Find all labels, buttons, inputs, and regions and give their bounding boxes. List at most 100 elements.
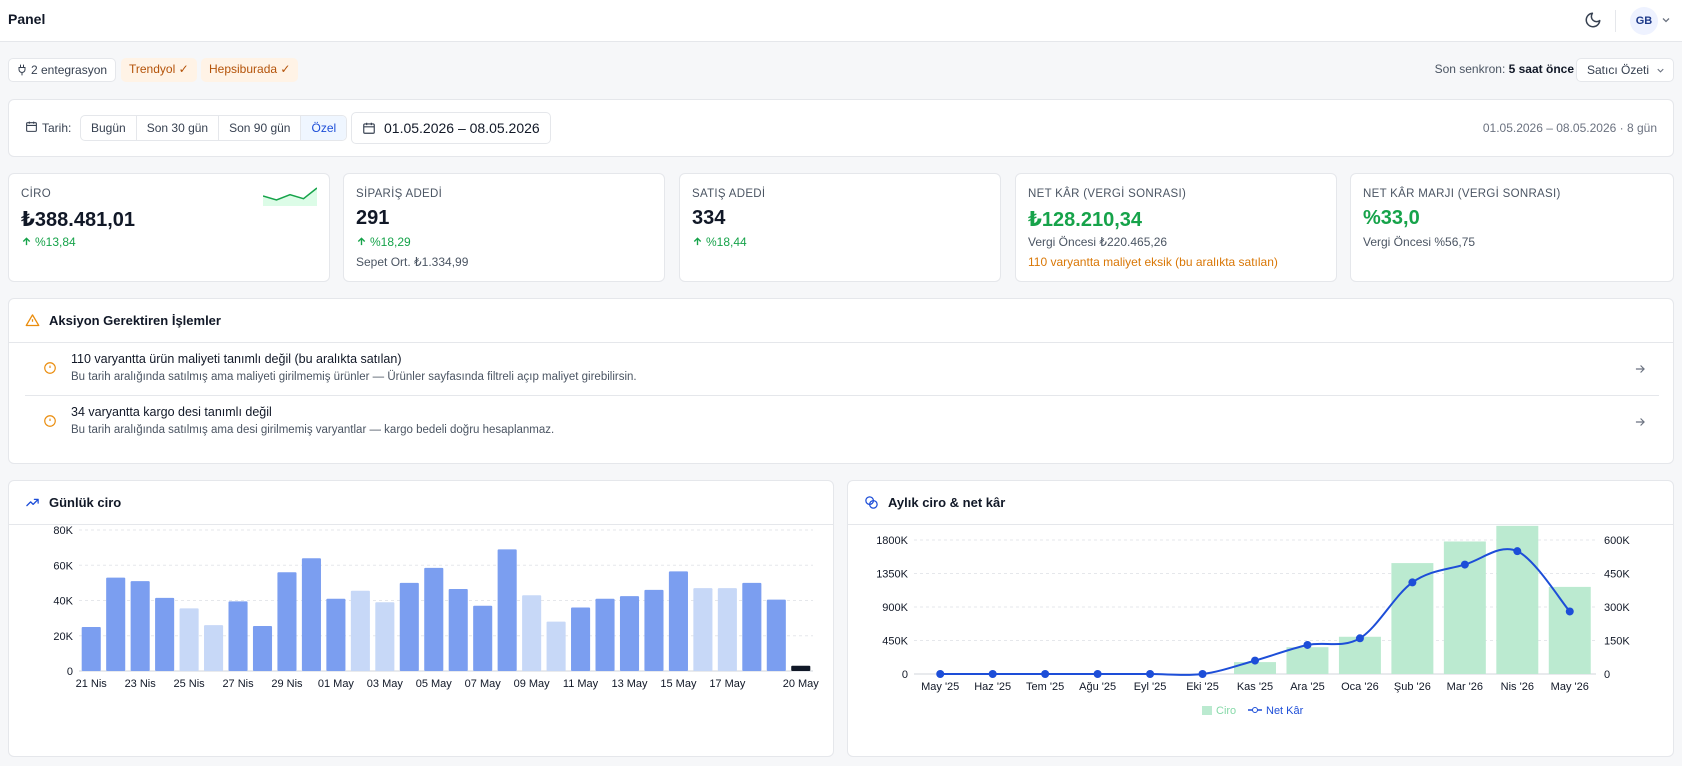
legend-ciro-label: Ciro	[1216, 705, 1236, 717]
monthly-revenue-title: Aylık ciro & net kâr	[888, 495, 1006, 510]
kpi-sub: Vergi Öncesi ₺220.465,26	[1028, 235, 1168, 249]
bar-20-May	[791, 665, 811, 671]
y-tick-label: 60K	[53, 560, 73, 572]
x-tick-label: Nis '26	[1501, 681, 1534, 693]
y-right-tick-label: 300K	[1604, 602, 1630, 614]
bar-22-Nis	[106, 577, 126, 671]
bar-09-May	[522, 595, 542, 671]
x-tick-label: Eki '25	[1186, 681, 1219, 693]
date-range-value: 01.05.2026 – 08.05.2026	[384, 120, 540, 136]
daily-revenue-card: Günlük ciro 0 20K 40K 60K 80K 21 Nis 23 Nis 25 …	[8, 480, 834, 757]
x-tick-label: 11 May	[563, 678, 599, 690]
bar-26-Nis	[204, 625, 224, 671]
net-kar-point-6	[1251, 656, 1259, 665]
y-right-tick-label: 0	[1604, 669, 1610, 681]
summary-select[interactable]: Satıcı Özeti	[1575, 58, 1674, 82]
y-tick-label: 40K	[53, 596, 73, 608]
range-30-days-button[interactable]: Son 30 gün	[137, 116, 220, 140]
net-kar-point-12	[1565, 607, 1574, 616]
kpi-title: SATIŞ ADEDİ	[692, 188, 766, 200]
ciro-bar-8	[1338, 636, 1381, 674]
daily-revenue-header: Günlük ciro	[9, 481, 833, 525]
net-kar-point-5	[1198, 670, 1207, 678]
action-item-title: 34 varyantta kargo desi tanımlı değil	[71, 405, 272, 419]
date-range-picker[interactable]: 01.05.2026 – 08.05.2026	[351, 112, 551, 144]
x-tick-label: 20 May	[783, 678, 820, 690]
ciro-bar-12	[1548, 586, 1591, 674]
net-kar-point-3	[1093, 670, 1102, 678]
x-tick-label: May '26	[1551, 681, 1589, 693]
x-tick-label: May '25	[921, 681, 959, 693]
range-custom-button[interactable]: Özel	[301, 116, 347, 140]
bar-19-May	[766, 599, 786, 671]
date-filter-bar: Tarih: Bugün Son 30 gün Son 90 gün Özel …	[8, 99, 1674, 157]
header-divider	[1615, 10, 1616, 32]
x-tick-label: 25 Nis	[174, 678, 206, 690]
kpi-value: 291	[356, 207, 390, 229]
arrow-right-icon[interactable]	[1633, 362, 1647, 376]
trending-up-icon	[26, 498, 39, 507]
bar-30-Nis	[301, 558, 321, 671]
net-kar-point-0	[936, 670, 945, 678]
kpi-warning[interactable]: 110 varyantta maliyet eksik (bu aralıkta…	[1028, 255, 1278, 269]
y-tick-label: 80K	[53, 525, 73, 537]
legend-ciro-swatch	[1202, 706, 1212, 715]
action-required-panel: Aksiyon Gerektiren İşlemler 110 varyantt…	[8, 298, 1674, 464]
avatar[interactable]: GB	[1630, 7, 1658, 35]
y-right-tick-label: 150K	[1604, 636, 1630, 648]
alert-circle-icon	[44, 415, 56, 427]
bar-23-Nis	[130, 581, 150, 671]
calendar-icon	[363, 122, 375, 134]
x-tick-label: 27 Nis	[222, 678, 254, 690]
action-item-desc: Bu tarih aralığında satılmış ama desi gi…	[71, 424, 555, 436]
x-tick-label: 17 May	[709, 678, 746, 690]
x-tick-label: Ağu '25	[1079, 681, 1116, 693]
chevron-down-icon[interactable]	[1660, 14, 1672, 26]
x-tick-label: 03 May	[367, 678, 404, 690]
bar-06-May	[448, 589, 468, 671]
bar-29-Nis	[277, 572, 297, 671]
moon-icon[interactable]	[1584, 11, 1602, 29]
integration-badge-hepsiburada[interactable]: Hepsiburada ✓	[201, 58, 299, 82]
integration-count-button[interactable]: 2 entegrasyon	[8, 58, 117, 82]
range-90-days-button[interactable]: Son 90 gün	[219, 116, 302, 140]
bar-16-May	[693, 588, 713, 671]
x-tick-label: 23 Nis	[125, 678, 157, 690]
x-tick-label: Ara '25	[1290, 681, 1325, 693]
bar-04-May	[399, 582, 419, 671]
kpi-value: ₺128.210,34	[1028, 209, 1143, 231]
bar-17-May	[717, 588, 737, 671]
kpi-title: NET KÂR MARJI (VERGİ SONRASI)	[1363, 188, 1561, 200]
net-kar-point-11	[1513, 547, 1522, 556]
bar-03-May	[375, 602, 395, 671]
x-tick-label: Oca '26	[1341, 681, 1379, 693]
sync-label: Son senkron:	[1434, 62, 1506, 76]
top-bar: Panel GB	[0, 0, 1682, 42]
y-left-tick-label: 0	[902, 669, 908, 681]
y-right-tick-label: 450K	[1604, 569, 1630, 581]
action-item-missing-cost[interactable]: 110 varyantta ürün maliyeti tanımlı deği…	[25, 344, 1659, 396]
net-kar-point-10	[1460, 560, 1469, 569]
net-kar-point-1	[988, 670, 997, 678]
arrow-right-icon[interactable]	[1633, 415, 1647, 429]
plug-icon	[18, 64, 26, 76]
y-right-tick-label: 600K	[1604, 535, 1630, 547]
range-today-button[interactable]: Bugün	[81, 116, 137, 140]
legend-net-kar-label: Net Kâr	[1266, 705, 1304, 717]
kpi-value: ₺388.481,01	[21, 209, 136, 231]
bar-01-May	[326, 598, 346, 671]
sparkline-area	[263, 188, 317, 206]
kpi-delta-value: %18,29	[370, 235, 411, 249]
bar-05-May	[424, 567, 444, 671]
kpi-delta: %18,29	[356, 235, 411, 249]
y-left-tick-label: 1350K	[876, 569, 908, 581]
x-tick-label: 13 May	[611, 678, 648, 690]
bar-21-Nis	[81, 626, 101, 671]
action-panel-title: Aksiyon Gerektiren İşlemler	[49, 313, 221, 328]
kpi-card-revenue: CİRO ₺388.481,01 %13,84	[8, 173, 330, 282]
integration-badge-trendyol[interactable]: Trendyol ✓	[121, 58, 197, 82]
x-tick-label: Kas '25	[1237, 681, 1273, 693]
sync-status: Son senkron: 5 saat önce	[1435, 62, 1574, 76]
action-item-missing-desi[interactable]: 34 varyantta kargo desi tanımlı değil Bu…	[25, 397, 1659, 449]
x-tick-label: 01 May	[318, 678, 355, 690]
